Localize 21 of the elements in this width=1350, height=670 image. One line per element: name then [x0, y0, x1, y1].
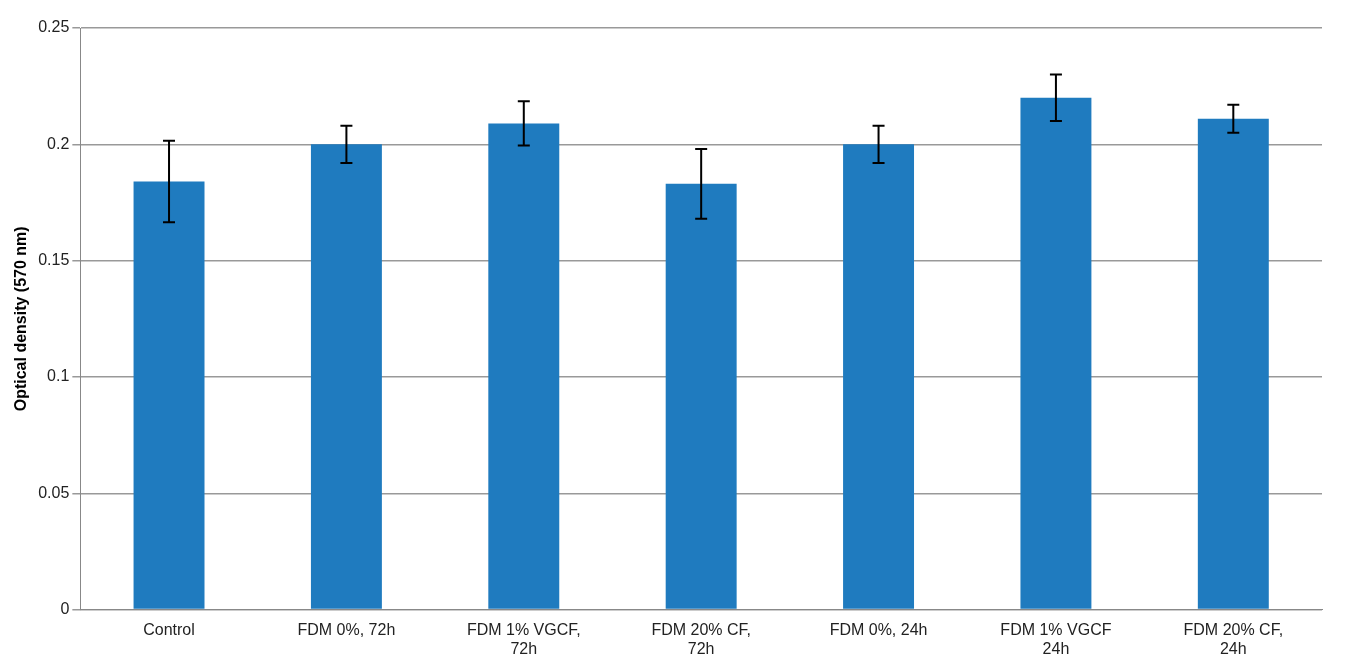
x-tick-label: FDM 20% CF, 72h: [651, 620, 751, 657]
x-tick-label: FDM 1% VGCF 24h: [1000, 620, 1112, 657]
y-tick-label: 0.25: [38, 18, 70, 36]
x-tick-label: FDM 0%, 24h: [829, 620, 928, 638]
bar: [665, 183, 737, 609]
bar: [133, 181, 205, 609]
y-tick-label: 0: [60, 600, 70, 618]
x-tick-label: FDM 1% VGCF, 72h: [466, 620, 581, 657]
y-tick-label: 0.2: [47, 134, 70, 152]
x-tick-label: FDM 0%, 72h: [297, 620, 396, 638]
y-tick-label: 0.05: [38, 483, 70, 501]
y-tick-label: 0.1: [47, 367, 70, 385]
y-tick-label: 0.15: [38, 251, 70, 269]
y-axis-title: Optical density (570 nm): [12, 226, 30, 412]
bar: [310, 144, 382, 609]
x-tick-label: Control: [143, 620, 195, 638]
bar: [1197, 118, 1269, 609]
bar: [488, 123, 560, 609]
bar: [843, 144, 915, 609]
bar: [1020, 97, 1092, 609]
x-tick-label: FDM 20% CF, 24h: [1183, 620, 1284, 657]
